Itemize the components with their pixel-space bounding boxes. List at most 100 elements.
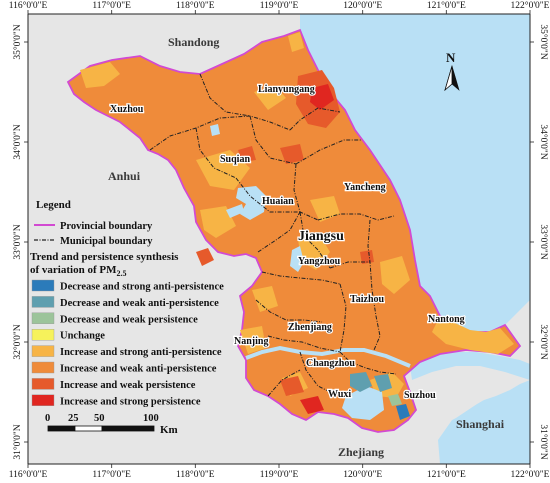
legend-synthesis-title-sub: 2.5 <box>116 269 126 278</box>
y-tick-left-label: 32°0'0"N <box>12 324 23 359</box>
y-ticks-left: 35°0'0"N 34°0'0"N 33°0'0"N 32°0'0"N 31°0'0"N <box>12 24 28 460</box>
decrease-patches <box>350 372 410 420</box>
legend-item-label: Increase and strong anti-persistence <box>60 347 222 358</box>
scale-bar-seg-1 <box>47 425 76 432</box>
legend-swatch <box>31 394 55 406</box>
scale-bar-seg-3 <box>101 425 155 432</box>
legend-item: Decrease and weak anti-persistence <box>31 296 219 309</box>
legend-item: Decrease and strong anti-persistence <box>31 279 224 293</box>
x-tick-bottom-label: 120°0'0"E <box>343 469 382 480</box>
y-tick-right-label: 34°0'0"N <box>538 124 549 159</box>
x-tick-bottom-label: 121°0'0"E <box>427 469 466 480</box>
red-patches <box>300 84 334 414</box>
legend-swatch <box>31 296 55 308</box>
yangtze-estuary <box>410 352 530 380</box>
province-label-jiangsu: Jiangsu <box>298 229 344 244</box>
legend-item-label: Unchange <box>60 331 105 342</box>
x-tick-bottom-label: 117°0'0"E <box>92 469 131 480</box>
legend-swatch <box>31 312 55 324</box>
x-tick-top-label: 121°0'0"E <box>427 0 466 11</box>
city-label-wuxi: Wuxi <box>328 389 351 400</box>
north-arrow-icon: N <box>444 50 460 92</box>
x-ticks-bottom: 116°0'0"E 117°0'0"E 118°0'0"E 119°0'0"E 120°… <box>9 464 550 480</box>
city-label-lianyungang: Lianyungang <box>258 84 315 95</box>
city-label-nantong: Nantong <box>428 314 465 325</box>
gaoyou-lake <box>290 246 304 272</box>
legend-swatch <box>31 378 55 390</box>
north-arrow-label: N <box>446 50 456 65</box>
legend-synthesis-title-line2: of variation of PM2.5 <box>30 264 126 278</box>
x-tick-top-label: 117°0'0"E <box>92 0 131 11</box>
x-tick-bottom-label: 118°0'0"E <box>176 469 215 480</box>
x-tick-bottom-label: 116°0'0"E <box>9 469 48 480</box>
x-tick-bottom-label: 119°0'0"E <box>260 469 299 480</box>
scale-bar: 0 25 50 100 Km <box>45 413 178 436</box>
scale-label-100: 100 <box>143 413 159 424</box>
x-tick-bottom-label: 122°0'0"E <box>511 469 550 480</box>
city-label-nanjing: Nanjing <box>234 336 268 347</box>
jiangsu-province <box>66 28 522 433</box>
city-label-taizhou: Taizhou <box>350 294 385 305</box>
shanghai-area <box>428 370 492 424</box>
legend-item: Increase and strong persistence <box>31 394 201 407</box>
legend-swatch <box>31 361 55 374</box>
scale-unit-label: Km <box>160 424 178 436</box>
yangtze-river <box>245 345 411 368</box>
x-ticks-top: 116°0'0"E 117°0'0"E 118°0'0"E 119°0'0"E 120°… <box>9 0 550 14</box>
x-tick-top-label: 120°0'0"E <box>343 0 382 11</box>
y-tick-left-label: 33°0'0"N <box>12 224 23 259</box>
legend-synthesis-title-line1: Trend and persistence synthesis <box>30 251 179 263</box>
x-tick-top-label: 116°0'0"E <box>9 0 48 11</box>
legend-item: Increase and strong anti-persistence <box>31 345 222 358</box>
city-label-changzhou: Changzhou <box>306 358 355 369</box>
legend-swatch <box>31 329 55 341</box>
legend-swatch <box>31 345 55 357</box>
legend-item: Increase and weak persistence <box>31 378 196 391</box>
y-ticks-right: 35°0'0"N 34°0'0"N 33°0'0"N 32°0'0"N 31°0'0"N <box>530 24 549 460</box>
scale-label-0: 0 <box>45 413 50 424</box>
region-label-shandong: Shandong <box>168 35 219 49</box>
city-label-suqian: Suqian <box>220 154 250 165</box>
legend-item-label: Increase and weak persistence <box>60 380 196 391</box>
municipal-boundaries <box>149 73 397 397</box>
region-label-zhejiang: Zhejiang <box>338 445 384 459</box>
region-label-anhui: Anhui <box>108 169 141 183</box>
legend-item-label: Decrease and strong anti-persistence <box>60 282 224 293</box>
legend-item-label: Increase and strong persistence <box>60 396 201 407</box>
legend-title: Legend <box>36 199 71 211</box>
legend-provincial-boundary: Provincial boundary <box>34 221 153 232</box>
baima-river-inlet <box>226 204 244 218</box>
scale-label-50: 50 <box>94 413 105 424</box>
municipal-boundary-label: Municipal boundary <box>60 236 153 247</box>
y-tick-left-label: 34°0'0"N <box>12 124 23 159</box>
legend-item-label: Decrease and weak anti-persistence <box>60 298 219 309</box>
taihu-lake <box>342 386 384 420</box>
city-label-suzhou: Suzhou <box>404 390 436 401</box>
y-tick-right-label: 35°0'0"N <box>538 24 549 59</box>
y-tick-left-label: 31°0'0"N <box>12 424 23 459</box>
city-label-zhenjiang: Zhenjiang <box>288 322 332 333</box>
legend-synthesis-title-prefix: of variation of PM <box>30 264 117 276</box>
city-label-huaian: Huaian <box>262 196 294 207</box>
legend-swatch <box>31 279 55 292</box>
luoma-lake <box>210 124 220 136</box>
legend-items: Decrease and strong anti-persistence Decr… <box>31 279 224 407</box>
x-tick-top-label: 119°0'0"E <box>260 0 299 11</box>
legend: Legend Provincial boundary Municipal bou… <box>30 199 224 407</box>
scale-bar-seg-2 <box>74 425 103 432</box>
y-tick-left-label: 35°0'0"N <box>12 24 23 59</box>
city-label-yangzhou: Yangzhou <box>298 256 341 267</box>
x-tick-top-label: 122°0'0"E <box>511 0 550 11</box>
legend-item: Unchange <box>31 329 105 342</box>
legend-item: Increase and weak anti-persistence <box>31 361 217 375</box>
x-tick-top-label: 118°0'0"E <box>176 0 215 11</box>
scale-label-25: 25 <box>68 413 79 424</box>
y-tick-right-label: 31°0'0"N <box>538 424 549 459</box>
legend-item-label: Increase and weak anti-persistence <box>60 364 217 375</box>
legend-municipal-boundary: Municipal boundary <box>34 236 153 247</box>
legend-item: Decrease and weak persistence <box>31 312 198 325</box>
city-label-xuzhou: Xuzhou <box>110 104 144 115</box>
legend-item-label: Decrease and weak persistence <box>60 314 198 325</box>
sea-area <box>300 14 530 464</box>
